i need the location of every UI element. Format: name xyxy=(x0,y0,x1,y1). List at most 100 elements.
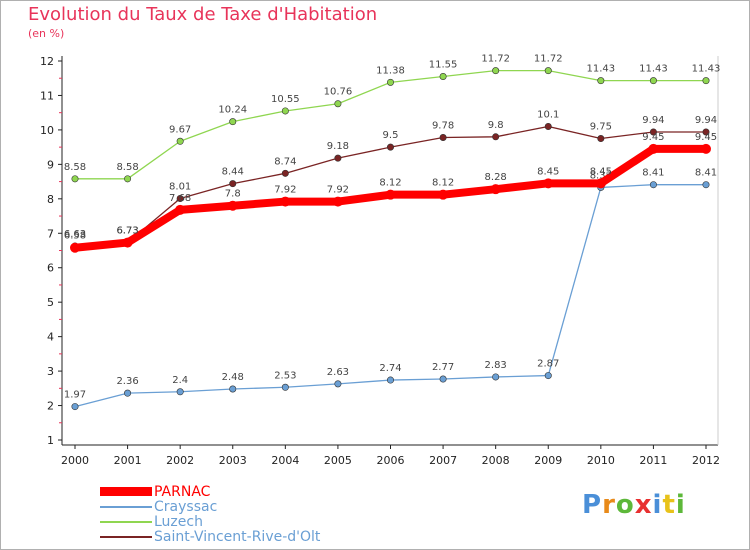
data-label: 8.12 xyxy=(379,178,401,189)
data-label: 9.78 xyxy=(432,120,454,131)
y-tick-label: 12 xyxy=(40,55,54,68)
data-point xyxy=(124,175,132,183)
legend-item-crayssac: Crayssac xyxy=(100,498,320,515)
data-point xyxy=(229,118,237,126)
data-label: 9.5 xyxy=(383,130,399,141)
data-point xyxy=(175,204,186,215)
data-point xyxy=(281,383,289,391)
y-tick-label: 1 xyxy=(47,434,54,447)
data-label: 2.77 xyxy=(432,362,454,373)
data-point xyxy=(649,181,657,189)
x-tick-label: 2003 xyxy=(219,454,247,467)
data-label: 7.92 xyxy=(327,185,349,196)
y-tick-label: 3 xyxy=(47,365,54,378)
data-point xyxy=(124,389,132,397)
data-point xyxy=(439,375,447,383)
data-point xyxy=(702,128,710,136)
data-label: 8.58 xyxy=(64,162,86,173)
data-point xyxy=(229,385,237,393)
data-point xyxy=(71,175,79,183)
data-label: 6.73 xyxy=(116,226,138,237)
data-point xyxy=(122,237,133,248)
data-point xyxy=(334,380,342,388)
data-point xyxy=(701,143,711,154)
data-point xyxy=(597,135,605,143)
y-tick-label: 5 xyxy=(47,296,54,309)
data-label: 8.45 xyxy=(590,166,612,177)
data-point xyxy=(281,107,289,115)
data-point xyxy=(595,178,606,189)
data-label: 2.63 xyxy=(327,367,349,378)
legend-item-luzech: Luzech xyxy=(100,513,320,530)
data-point xyxy=(544,67,552,75)
data-point xyxy=(385,189,396,200)
legend-swatch-luzech xyxy=(100,520,152,523)
legend-label-parnac: PARNAC xyxy=(154,483,211,500)
legend-label-luzech: Luzech xyxy=(154,513,203,530)
y-tick-label: 2 xyxy=(47,400,54,413)
data-point xyxy=(543,178,554,189)
legend-item-saint-vincent: Saint-Vincent-Rive-d'Olt xyxy=(100,528,321,545)
data-point xyxy=(334,154,342,162)
data-point xyxy=(229,180,237,188)
x-tick-label: 2009 xyxy=(534,454,562,467)
y-tick-label: 4 xyxy=(47,331,54,344)
data-label: 11.72 xyxy=(481,54,510,65)
x-tick-label: 2001 xyxy=(114,454,142,467)
data-label: 8.28 xyxy=(485,172,507,183)
data-label: 9.45 xyxy=(642,132,664,143)
data-label: 2.74 xyxy=(379,363,401,374)
data-label: 11.43 xyxy=(692,64,721,75)
data-label: 6.58 xyxy=(64,231,86,242)
y-tick-label: 9 xyxy=(47,158,54,171)
data-label: 8.44 xyxy=(222,167,244,178)
data-point xyxy=(702,77,710,85)
data-point xyxy=(332,196,343,207)
data-label: 11.43 xyxy=(587,64,616,75)
data-label: 9.75 xyxy=(590,122,612,133)
data-label: 2.36 xyxy=(116,376,138,387)
data-label: 11.43 xyxy=(639,64,668,75)
data-label: 11.72 xyxy=(534,54,563,65)
data-point xyxy=(386,143,394,151)
x-tick-label: 2010 xyxy=(587,454,615,467)
data-label: 6.73 xyxy=(116,226,138,237)
data-label: 10.1 xyxy=(537,109,559,120)
data-point xyxy=(439,73,447,81)
y-tick-label: 7 xyxy=(47,227,54,240)
data-label: 9.45 xyxy=(695,132,717,143)
data-label: 8.12 xyxy=(432,178,454,189)
legend-label-crayssac: Crayssac xyxy=(154,498,218,515)
data-label: 11.38 xyxy=(376,65,405,76)
data-label: 9.18 xyxy=(327,141,349,152)
data-point xyxy=(597,77,605,85)
y-tick-label: 10 xyxy=(40,124,54,137)
proxiti-logo: Proxiti xyxy=(582,490,686,520)
x-tick-label: 2005 xyxy=(324,454,352,467)
data-label: 9.8 xyxy=(488,120,504,131)
data-point xyxy=(227,200,238,211)
y-tick-label: 11 xyxy=(40,89,54,102)
data-point xyxy=(648,143,659,154)
x-tick-label: 2002 xyxy=(166,454,194,467)
data-point xyxy=(492,133,500,141)
x-tick-label: 2012 xyxy=(692,454,720,467)
data-point xyxy=(439,133,447,141)
data-label: 8.45 xyxy=(537,166,559,177)
data-point xyxy=(386,376,394,384)
data-label: 6.63 xyxy=(64,229,86,240)
data-point xyxy=(544,372,552,380)
legend-item-parnac: PARNAC xyxy=(100,483,320,500)
y-tick-label: 6 xyxy=(47,262,54,275)
x-tick-label: 2011 xyxy=(639,454,667,467)
data-label: 11.55 xyxy=(429,60,458,71)
data-label: 7.8 xyxy=(225,189,241,200)
data-point xyxy=(438,189,449,200)
data-point xyxy=(176,137,184,145)
data-label: 9.94 xyxy=(642,115,664,126)
legend-label-saint-vincent: Saint-Vincent-Rive-d'Olt xyxy=(154,528,321,545)
data-point xyxy=(490,184,501,195)
data-label: 7.92 xyxy=(274,185,296,196)
data-label: 10.24 xyxy=(218,105,247,116)
data-point xyxy=(492,373,500,381)
